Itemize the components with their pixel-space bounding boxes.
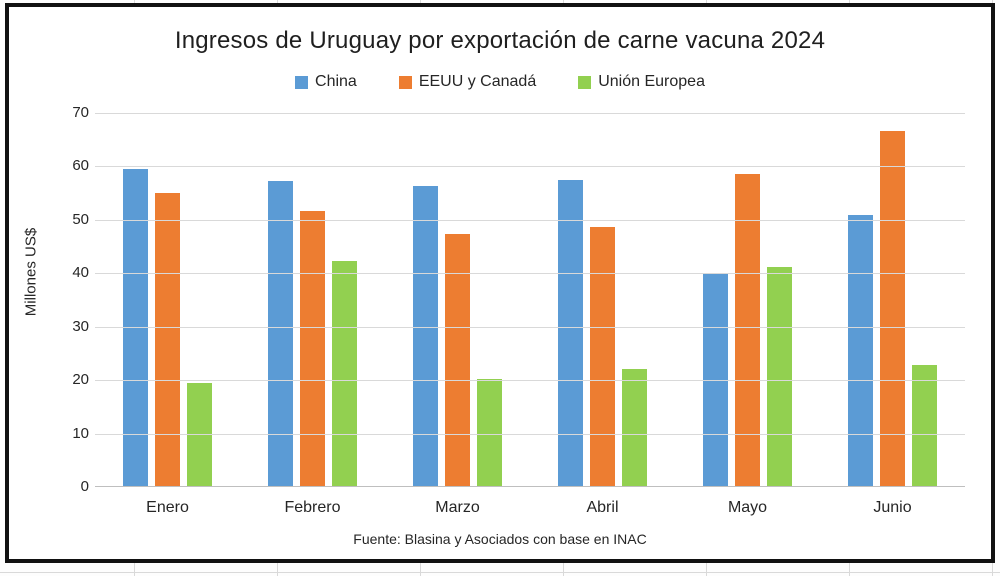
gridline-70 xyxy=(95,113,965,114)
y-tick-40: 40 xyxy=(72,264,89,282)
y-tick-10: 10 xyxy=(72,424,89,442)
bar-group-marzo xyxy=(385,113,530,487)
legend-label-union-europea: Unión Europea xyxy=(598,73,705,90)
legend-swatch-eeuu-y-canada xyxy=(398,75,412,89)
bar-group-mayo xyxy=(675,113,820,487)
bar-eeuu-y-canada-abril xyxy=(590,226,615,487)
legend: China EEUU y Canadá Unión Europea xyxy=(9,73,991,91)
gridline-50 xyxy=(95,219,965,221)
bar-eeuu-y-canada-junio xyxy=(880,131,905,487)
bar-eeuu-y-canada-enero xyxy=(155,193,180,487)
x-label-junio: Junio xyxy=(873,499,912,516)
bar-eeuu-y-canada-mayo xyxy=(735,174,760,487)
legend-swatch-china xyxy=(295,75,309,89)
bar-union-europea-febrero xyxy=(332,261,357,487)
bar-groups xyxy=(95,113,965,487)
x-label-mayo: Mayo xyxy=(727,499,768,516)
bar-group-abril xyxy=(530,113,675,487)
bar-group-febrero xyxy=(240,113,385,487)
chart-title: Ingresos de Uruguay por exportación de c… xyxy=(174,27,826,54)
y-tick-70: 70 xyxy=(72,104,89,121)
gridline-10 xyxy=(95,433,965,435)
legend-swatch-union-europea xyxy=(578,75,592,89)
gridline-20 xyxy=(95,380,965,382)
x-label-marzo: Marzo xyxy=(435,499,480,516)
bar-china-mayo xyxy=(703,273,728,487)
gridline-60 xyxy=(95,166,965,168)
bar-eeuu-y-canada-marzo xyxy=(445,233,470,487)
legend-item-china: China xyxy=(295,73,357,91)
chart-frame: Ingresos de Uruguay por exportación de c… xyxy=(5,3,995,563)
source-caption: Fuente: Blasina y Asociados con base en … xyxy=(353,531,647,547)
bar-group-junio xyxy=(820,113,965,487)
plot-area xyxy=(95,113,965,487)
bar-china-abril xyxy=(558,180,583,487)
gridline-30 xyxy=(95,326,965,328)
legend-label-eeuu-y-canada: EEUU y Canadá xyxy=(418,73,537,90)
gridline-40 xyxy=(95,273,965,275)
y-tick-20: 20 xyxy=(72,371,89,389)
x-label-enero: Enero xyxy=(146,499,189,516)
bar-union-europea-abril xyxy=(622,369,647,487)
y-tick-60: 60 xyxy=(72,157,89,175)
legend-item-eeuu-y-canada: EEUU y Canadá xyxy=(398,73,537,91)
x-label-febrero: Febrero xyxy=(284,499,341,516)
y-tick-0: 0 xyxy=(80,478,89,495)
y-axis-ticks: 0 10 20 30 40 50 60 70 xyxy=(37,104,89,495)
y-tick-30: 30 xyxy=(72,317,89,335)
bar-china-febrero xyxy=(268,181,293,487)
bar-eeuu-y-canada-febrero xyxy=(300,211,325,487)
x-axis-labels: Enero Febrero Marzo Abril Mayo Junio xyxy=(95,499,965,517)
y-tick-50: 50 xyxy=(72,210,89,228)
bar-union-europea-mayo xyxy=(767,267,792,487)
spreadsheet-row-line xyxy=(0,572,1000,573)
legend-label-china: China xyxy=(315,73,357,90)
x-label-abril: Abril xyxy=(586,499,619,516)
bar-union-europea-marzo xyxy=(477,378,502,487)
bar-union-europea-junio xyxy=(912,365,937,487)
bar-china-enero xyxy=(123,169,148,487)
gridline-0 xyxy=(95,486,965,487)
bar-union-europea-enero xyxy=(187,382,212,487)
bar-china-marzo xyxy=(413,186,438,487)
legend-item-union-europea: Unión Europea xyxy=(578,73,705,91)
bar-china-junio xyxy=(848,215,873,487)
bar-group-enero xyxy=(95,113,240,487)
